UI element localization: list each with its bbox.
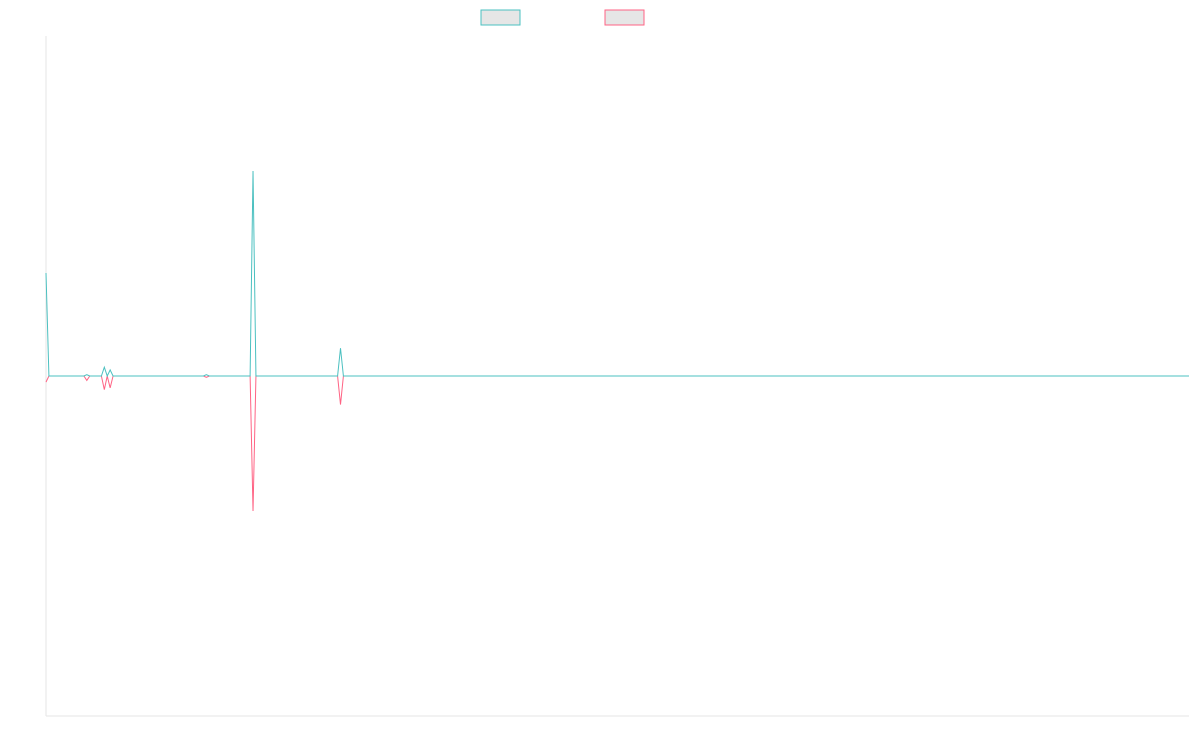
axes	[45, 36, 1189, 717]
series-line	[45, 170, 1189, 378]
legend	[480, 9, 645, 26]
legend-swatch	[480, 9, 521, 26]
legend-item[interactable]	[480, 9, 521, 26]
series-line	[45, 375, 1189, 511]
legend-swatch	[604, 9, 645, 26]
series-layer	[45, 170, 1189, 511]
legend-item[interactable]	[604, 9, 645, 26]
